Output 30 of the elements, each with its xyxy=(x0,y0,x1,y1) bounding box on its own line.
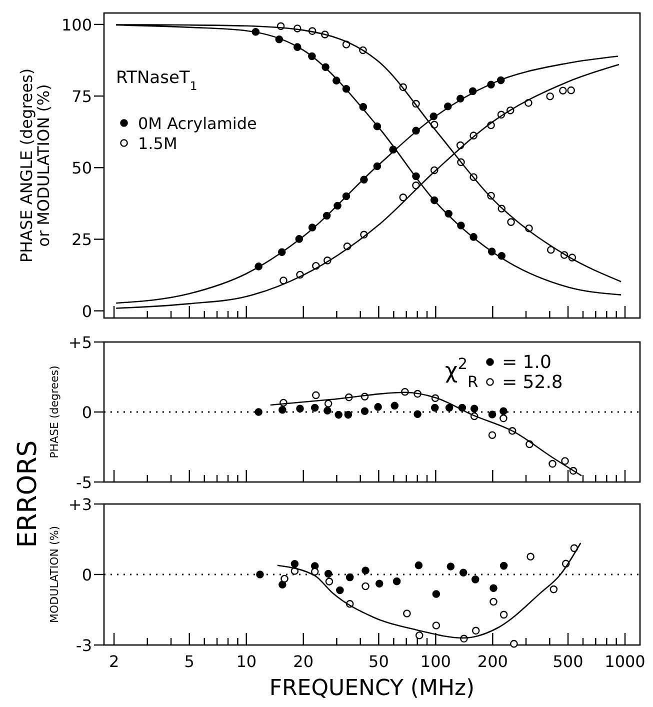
x-tick-label: 500 xyxy=(552,652,584,671)
y-tick-label: 0 xyxy=(82,302,92,321)
x-tick-label: 5 xyxy=(184,652,194,671)
legend-title: RTNaseT$_{1}$ xyxy=(116,68,198,93)
y-tick-label: 0 xyxy=(82,403,92,422)
y-tick-label: 75 xyxy=(72,87,92,106)
y-tick-label: -3 xyxy=(76,636,92,655)
x-axis-title: FREQUENCY (MHz) xyxy=(269,676,475,701)
x-tick-label: 20 xyxy=(293,652,314,671)
y-tick-label: 50 xyxy=(72,158,92,178)
x-tick-label: 50 xyxy=(368,652,389,671)
x-tick-label: 2 xyxy=(108,652,120,671)
x-tick-label: 1000 xyxy=(604,652,646,671)
legend-label: 0M Acrylamide xyxy=(138,114,257,133)
y-axis-title: PHASE (degrees) xyxy=(48,366,61,458)
y-tick-label: -5 xyxy=(76,473,92,492)
x-tick-label: 200 xyxy=(477,652,508,671)
y-axis-title: PHASE ANGLE (degrees) or MODULATION (%) xyxy=(17,68,53,263)
legend-label: = 52.8 xyxy=(502,372,563,393)
y-tick-label: 100 xyxy=(61,15,92,34)
x-tick-label: 100 xyxy=(420,652,451,671)
legend-label: 1.5M xyxy=(138,134,178,153)
y-axis-title: MODULATION (%) xyxy=(48,526,61,624)
y-tick-label: 25 xyxy=(72,230,92,250)
legend-label: = 1.0 xyxy=(502,352,552,373)
text: ERRORS xyxy=(13,440,43,548)
y-tick-label: +3 xyxy=(68,495,92,514)
x-tick-label: 10 xyxy=(236,652,257,671)
y-tick-label: +5 xyxy=(68,333,92,352)
y-tick-label: 0 xyxy=(82,566,92,584)
